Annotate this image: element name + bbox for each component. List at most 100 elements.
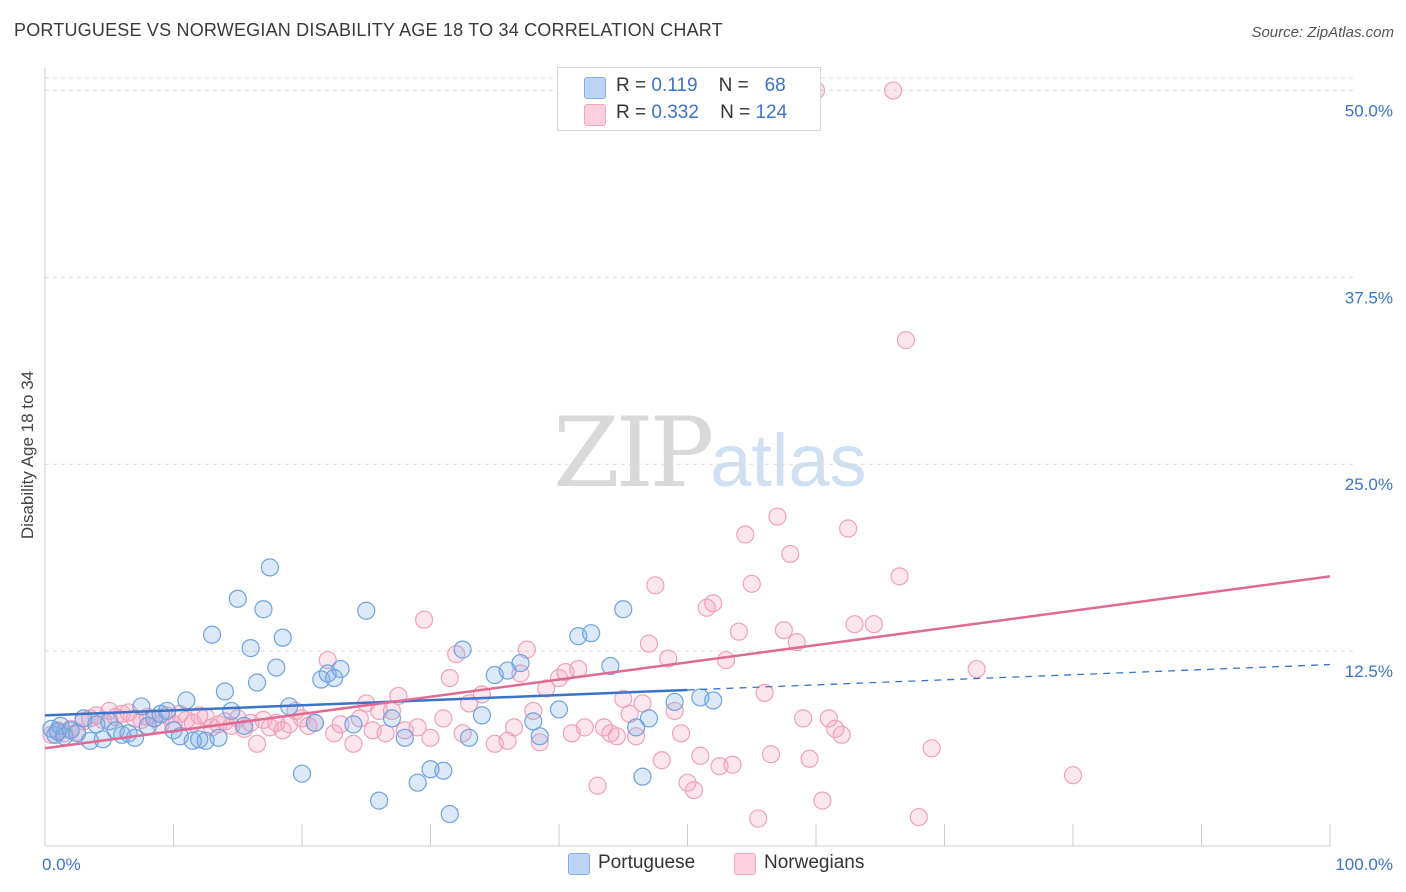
portuguese-point: [273, 628, 292, 647]
legend-r-label: R =: [616, 75, 647, 96]
portuguese-point: [267, 658, 286, 677]
norwegians-point: [678, 773, 697, 792]
norwegians-point: [434, 709, 453, 728]
chart-title: PORTUGUESE VS NORWEGIAN DISABILITY AGE 1…: [14, 20, 723, 40]
portuguese-point: [582, 624, 601, 643]
portuguese-point: [639, 709, 659, 728]
norwegians-point: [819, 709, 838, 728]
norwegians-point: [684, 781, 704, 800]
norwegians-point: [530, 733, 549, 752]
legend-r-portuguese: 0.119: [651, 75, 698, 96]
bottom-legend-swatch-portuguese: [568, 853, 590, 875]
y-axis-label: Disability Age 18 to 34: [18, 370, 37, 540]
norwegians-point: [896, 331, 916, 350]
portuguese-point: [357, 601, 376, 620]
y-tick-label: 25.0%: [1345, 475, 1393, 494]
portuguese-point: [241, 639, 260, 658]
portuguese-trend-extension: [687, 663, 1331, 691]
norwegians-point: [524, 701, 543, 721]
norwegians-point: [247, 734, 267, 753]
norwegians-point: [800, 749, 819, 768]
norwegians-point: [774, 621, 793, 640]
portuguese-point: [459, 728, 479, 747]
norwegians-point: [832, 725, 851, 744]
portuguese-point: [530, 727, 549, 746]
portuguese-point: [633, 767, 652, 786]
x-tick-label: 0.0%: [42, 855, 81, 874]
norwegians-point: [883, 81, 903, 100]
portuguese-point: [524, 712, 543, 731]
x-tick-label: 100.0%: [1335, 855, 1393, 874]
portuguese-point: [434, 761, 453, 780]
norwegians-point: [922, 739, 941, 758]
portuguese-point: [704, 691, 723, 710]
norwegians-point: [839, 519, 858, 538]
norwegians-point: [691, 746, 710, 765]
norwegians-point: [588, 776, 607, 795]
norwegians-point: [344, 734, 363, 753]
trend-lines: [44, 575, 1331, 750]
norwegians-point: [794, 709, 813, 728]
norwegians-point: [736, 525, 755, 544]
watermark-logo: ZIPatlas: [553, 405, 867, 502]
norwegians-point: [716, 650, 736, 670]
portuguese-point: [292, 764, 312, 783]
portuguese-point: [614, 600, 633, 619]
grid-lines: [45, 77, 1355, 652]
norwegians-trend-line: [44, 575, 1331, 750]
legend-n-label: N =: [718, 75, 749, 96]
portuguese-point: [177, 691, 196, 710]
norwegians-point: [749, 809, 768, 828]
y-tick-label: 50.0%: [1345, 101, 1393, 120]
portuguese-point: [382, 709, 402, 728]
portuguese-point: [247, 673, 267, 692]
norwegians-point: [845, 615, 864, 634]
portuguese-point: [190, 730, 209, 749]
norwegians-points: [42, 81, 1083, 828]
portuguese-point: [453, 640, 472, 659]
portuguese-point: [601, 656, 620, 676]
legend-swatch-portuguese: [584, 77, 606, 99]
bottom-legend-label-norwegians: Norwegians: [764, 852, 865, 873]
norwegians-point: [607, 727, 626, 746]
portuguese-point: [325, 668, 344, 688]
norwegians-point: [723, 755, 742, 774]
portuguese-point: [222, 701, 241, 721]
portuguese-point: [228, 589, 247, 608]
source-credit: Source: ZipAtlas.com: [1251, 24, 1394, 41]
portuguese-point: [209, 728, 228, 747]
portuguese-point: [626, 718, 646, 737]
norwegians-point: [190, 706, 209, 725]
norwegians-point: [408, 718, 427, 737]
norwegians-point: [909, 807, 928, 827]
legend-swatch-norwegians: [584, 104, 606, 126]
legend-n-norwegians: 124: [755, 102, 788, 123]
norwegians-point: [659, 649, 678, 668]
norwegians-point: [639, 634, 659, 653]
portuguese-point: [183, 731, 202, 750]
stats-legend: R = 0.119 N = 68 R = 0.332 N = 124: [557, 67, 821, 131]
y-tick-label: 37.5%: [1345, 288, 1393, 307]
y-tick-label: 12.5%: [1345, 662, 1393, 681]
norwegians-point: [671, 724, 691, 743]
portuguese-point: [51, 716, 70, 735]
portuguese-point: [440, 804, 459, 824]
tick-labels: 12.5% 25.0% 37.5% 50.0% 0.0% 100.0%: [42, 101, 1393, 874]
norwegians-point: [704, 594, 723, 613]
portuguese-point: [395, 728, 414, 747]
norwegians-point: [967, 659, 986, 679]
portuguese-point: [549, 700, 569, 719]
norwegians-point: [646, 576, 665, 595]
portuguese-point: [408, 773, 427, 792]
norwegians-point: [742, 574, 761, 593]
watermark-zip: ZIP: [553, 397, 714, 509]
norwegians-point: [768, 507, 787, 526]
norwegians-point: [414, 610, 434, 629]
norwegians-point: [325, 724, 344, 743]
norwegians-point: [729, 622, 749, 641]
portuguese-point: [665, 692, 684, 712]
norwegians-point: [376, 724, 395, 743]
norwegians-point: [614, 689, 633, 709]
norwegians-point: [440, 668, 459, 688]
legend-n-label: N =: [720, 102, 751, 123]
